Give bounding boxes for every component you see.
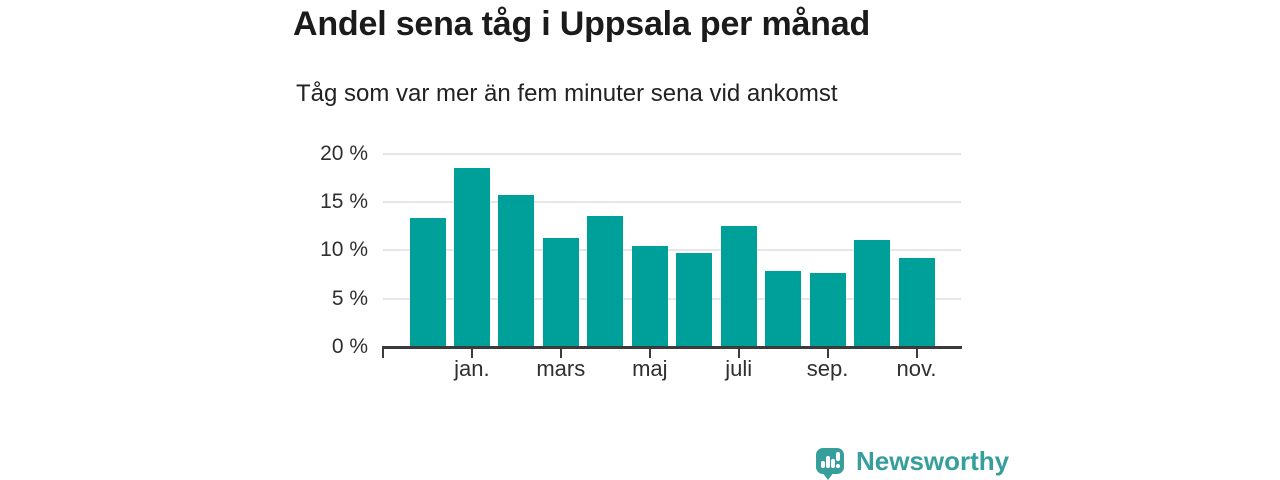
- logo-bubble-shape: [816, 448, 844, 474]
- bar-okt.: [854, 239, 891, 347]
- x-axis-tick-label: mars: [536, 356, 586, 381]
- y-axis-tick-label: 0 %: [331, 335, 368, 358]
- bar-jan.: [453, 168, 490, 347]
- chart-subtitle: Tåg som var mer än fem minuter sena vid …: [296, 80, 838, 107]
- x-axis-tick-label: maj: [632, 356, 668, 381]
- bar-aug.: [765, 270, 802, 347]
- bar-sep.: [809, 272, 846, 347]
- chart-title: Andel sena tåg i Uppsala per månad: [293, 5, 871, 43]
- x-axis-tick-label: sep.: [806, 356, 849, 381]
- y-axis-tick-label: 5 %: [331, 286, 368, 310]
- logo-exclamation-dot: [836, 464, 840, 468]
- bar-dec.: [409, 218, 446, 347]
- x-axis-tick-label: jan.: [454, 356, 490, 381]
- logo-exclamation-stroke: [836, 452, 840, 461]
- bar-juni: [676, 253, 713, 347]
- axis-tick-mark: [470, 349, 473, 358]
- gridline-20-pct: [383, 152, 961, 155]
- gridline-5-pct: [383, 297, 961, 300]
- newsworthy-speech-bubble-bar-chart-icon: [816, 448, 844, 480]
- x-axis-tick-label: juli: [725, 356, 753, 381]
- bar-mars: [542, 237, 579, 347]
- logo-mini-bar-2: [826, 456, 830, 468]
- bar-april: [587, 215, 624, 347]
- newsworthy-logo: Newsworthy: [816, 444, 1010, 480]
- gridline-10-pct: [383, 249, 961, 252]
- bar-nov.: [898, 258, 935, 347]
- logo-mini-bar-1: [821, 461, 825, 468]
- bar-juli: [720, 226, 757, 347]
- axis-tick-mark: [648, 349, 651, 358]
- axis-tick-mark: [915, 349, 918, 358]
- bar-feb.: [498, 195, 535, 347]
- x-axis-line: [382, 346, 962, 349]
- axis-tick-mark: [826, 349, 829, 358]
- axis-tick-mark: [737, 349, 740, 358]
- bar-maj: [631, 246, 668, 347]
- gridline-15-pct: [383, 200, 961, 203]
- y-axis-tick-label: 20 %: [320, 141, 368, 165]
- logo-mini-bar-3: [831, 459, 835, 468]
- axis-tick-mark: [559, 349, 562, 358]
- newsworthy-logo-text: Newsworthy: [856, 446, 1010, 476]
- y-axis-tick-label: 15 %: [320, 189, 368, 213]
- logo-bubble-tail: [822, 472, 834, 480]
- y-axis-tick-label: 10 %: [320, 238, 368, 262]
- x-axis-tick-label: nov.: [896, 356, 937, 381]
- axis-tick-mark: [382, 349, 384, 358]
